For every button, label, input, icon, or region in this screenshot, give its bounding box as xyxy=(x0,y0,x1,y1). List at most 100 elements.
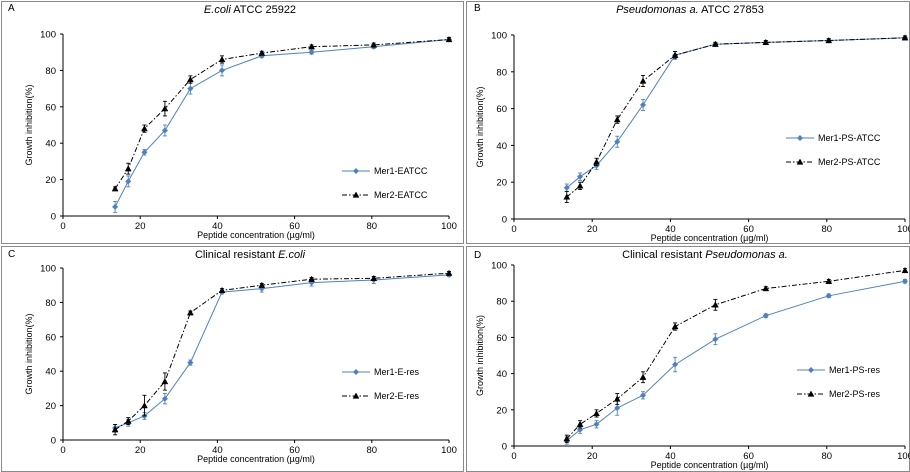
x-tick-label: 0 xyxy=(511,224,516,235)
legend-swatch-marker xyxy=(807,390,815,397)
legend-label: Mer1-E-res xyxy=(374,367,420,377)
chart-panel-c: C Clinical resistant E.coli 0 20 40 60 80 100 0 2… xyxy=(1,246,464,472)
y-tick-label: 0 xyxy=(51,212,56,223)
series-mer1-e-res xyxy=(112,271,453,432)
panel-letter: D xyxy=(474,250,481,261)
x-axis-title: Peptide concentration (µg/ml) xyxy=(197,230,315,240)
x-tick-label: 80 xyxy=(822,451,833,462)
data-point xyxy=(671,323,679,330)
data-point xyxy=(161,127,168,134)
panel-border xyxy=(466,1,910,244)
data-point xyxy=(576,182,584,189)
legend-swatch-marker xyxy=(352,368,360,376)
data-point xyxy=(672,361,679,368)
data-point xyxy=(308,49,315,56)
chart-title-italic: E.coli xyxy=(278,249,305,261)
legend-label: Mer2-PS-res xyxy=(829,389,881,399)
y-axis-title: Growth inhibition(%) xyxy=(24,313,34,394)
legend-swatch-marker xyxy=(352,167,360,175)
y-tick-label: 80 xyxy=(45,66,56,77)
data-point xyxy=(614,404,621,412)
legend-label: Mer2-PS-ATCC xyxy=(818,157,881,167)
data-point xyxy=(614,138,621,145)
data-point xyxy=(445,35,453,43)
legend-swatch-marker xyxy=(352,191,360,198)
series-line xyxy=(566,280,906,441)
x-tick-label: 20 xyxy=(587,451,598,462)
x-tick-label: 60 xyxy=(743,451,754,462)
data-point xyxy=(640,101,647,108)
y-tick-label: 60 xyxy=(496,333,507,344)
data-point xyxy=(671,51,679,58)
y-tick-label: 20 xyxy=(496,405,507,416)
panel-border xyxy=(1,1,464,244)
series-mer1-ps-atcc xyxy=(563,34,909,192)
chart-title: E.coli ATCC 25922 xyxy=(204,4,296,16)
data-point xyxy=(712,336,719,343)
data-point xyxy=(711,301,719,308)
legend-entry: Mer1-E-res xyxy=(342,367,420,377)
x-tick-label: 100 xyxy=(441,221,457,232)
data-point xyxy=(186,75,194,83)
panel-border xyxy=(466,246,910,472)
data-point xyxy=(762,38,770,46)
x-tick-label: 40 xyxy=(665,224,676,235)
data-point xyxy=(308,43,316,50)
chart-title-italic: E.coli xyxy=(204,4,231,16)
x-axis-title: Peptide concentration (µg/ml) xyxy=(651,233,769,243)
chart-title-rest: ATCC 27853 xyxy=(699,4,764,16)
data-point xyxy=(124,417,132,424)
data-point xyxy=(762,312,769,319)
legend-label: Mer1-EATCC xyxy=(374,166,428,176)
data-point xyxy=(593,421,600,428)
data-point xyxy=(593,158,600,165)
series-mer2-ps-res xyxy=(563,266,909,443)
data-point xyxy=(187,85,194,92)
x-tick-label: 0 xyxy=(60,445,65,456)
y-tick-label: 100 xyxy=(40,30,56,41)
y-axis-title: Growth inhibition(%) xyxy=(475,86,485,167)
x-tick-label: 100 xyxy=(897,451,910,462)
data-point xyxy=(563,435,571,442)
chart-title-plain: Clinical resistant xyxy=(622,249,705,261)
x-tick-label: 80 xyxy=(367,221,378,232)
data-point xyxy=(161,395,168,402)
legend-label: Mer1-PS-res xyxy=(829,365,881,375)
x-tick-label: 80 xyxy=(822,224,833,235)
data-point xyxy=(825,292,832,299)
legend-entry: Mer1-PS-ATCC xyxy=(786,133,881,143)
chart-panel-a: A E.coli ATCC 25922 0 20 40 60 80 100 0 20 40 60 80 1… xyxy=(1,1,464,244)
data-point xyxy=(901,278,909,285)
x-axis-title: Peptide concentration (µg/ml) xyxy=(197,454,315,464)
data-point xyxy=(563,193,571,200)
legend-swatch-marker xyxy=(807,366,815,374)
y-tick-label: 80 xyxy=(496,297,507,308)
series-mer2-ps-atcc xyxy=(563,34,909,203)
y-tick-label: 20 xyxy=(496,178,507,189)
data-point xyxy=(639,77,647,84)
y-tick-label: 20 xyxy=(45,175,56,186)
legend-swatch-marker xyxy=(796,158,804,165)
y-tick-label: 100 xyxy=(491,261,507,272)
data-point xyxy=(576,420,584,427)
y-tick-label: 20 xyxy=(45,401,56,412)
y-axis-title: Growth inhibition(%) xyxy=(24,84,34,165)
series-line xyxy=(114,274,450,429)
x-axis-title: Peptide concentration (µg/ml) xyxy=(651,460,769,470)
chart-title: Pseudomonas a. ATCC 27853 xyxy=(616,4,764,16)
data-point xyxy=(112,203,119,210)
data-point xyxy=(613,116,621,123)
y-tick-label: 60 xyxy=(496,104,507,115)
x-tick-label: 40 xyxy=(212,445,223,456)
chart-title-italic: Pseudomonas a. xyxy=(705,249,788,261)
series-line xyxy=(114,272,450,431)
data-point xyxy=(901,266,909,274)
legend-entry: Mer1-EATCC xyxy=(342,166,428,176)
x-tick-label: 40 xyxy=(665,451,676,462)
x-tick-label: 0 xyxy=(60,221,65,232)
y-tick-label: 60 xyxy=(45,102,56,113)
data-point xyxy=(639,373,647,380)
y-tick-label: 40 xyxy=(45,139,56,150)
series-line xyxy=(566,37,906,198)
data-point xyxy=(218,286,226,294)
